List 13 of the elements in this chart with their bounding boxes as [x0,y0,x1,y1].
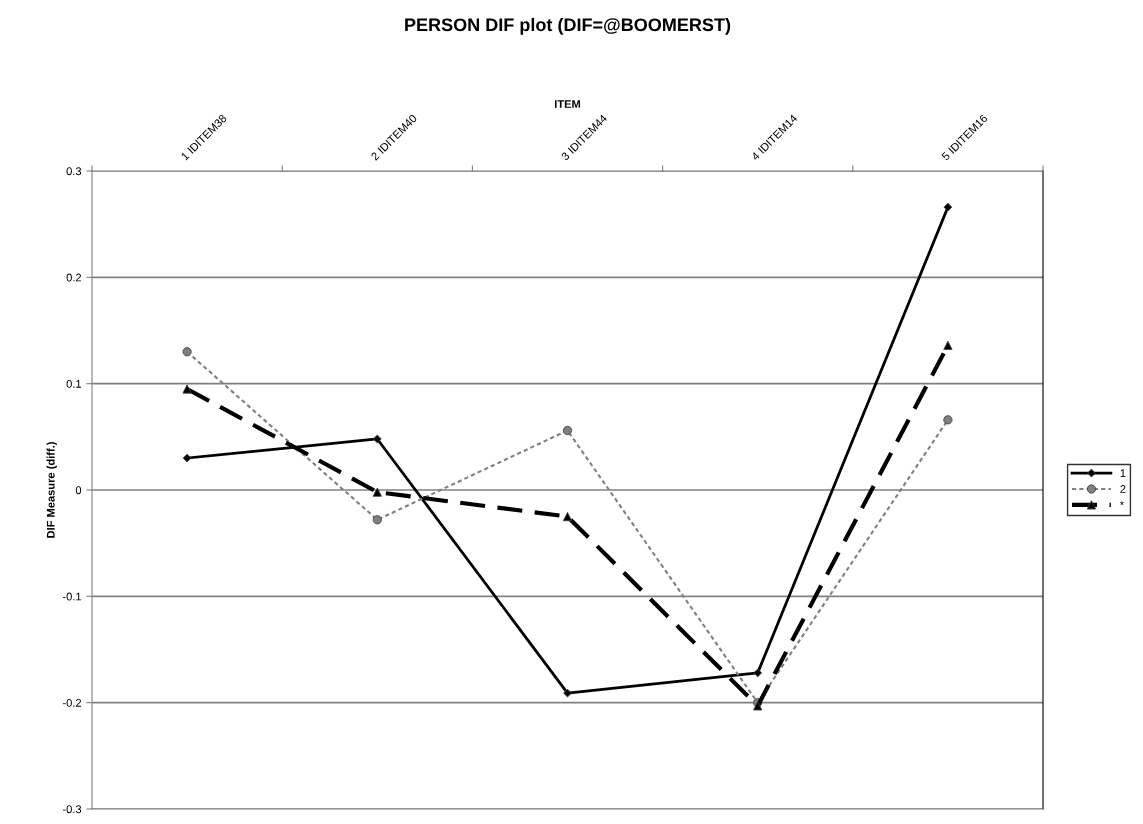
legend-label: 1 [1120,469,1126,477]
y-tick-label: 0 [75,486,82,495]
legend-label: 2 [1120,485,1126,493]
legend-label: * [1119,501,1124,506]
y-tick-label: 0.3 [66,167,82,176]
y-axis-title: DIF Measure (diff.) [46,442,57,538]
y-tick-label: -0.3 [62,805,82,814]
chart-title: PERSON DIF plot (DIF=@BOOMERST) [405,17,731,35]
y-tick-label: 0.1 [66,379,82,388]
x-axis-title: ITEM [554,100,581,108]
y-tick-label: -0.1 [62,592,82,601]
y-tick-label: 0.2 [66,273,82,282]
y-tick-label: -0.2 [62,698,82,707]
